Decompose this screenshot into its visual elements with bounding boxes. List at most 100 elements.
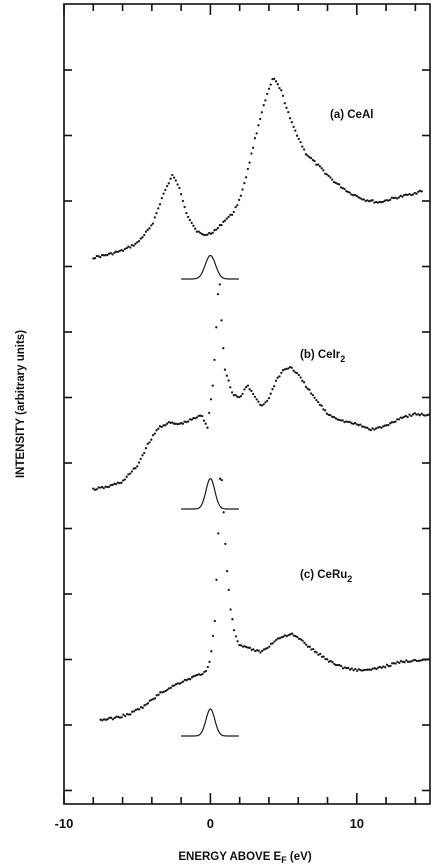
data-point <box>389 198 392 201</box>
data-point <box>108 716 111 719</box>
data-point <box>114 482 118 486</box>
data-point <box>243 388 246 391</box>
data-point <box>385 424 388 427</box>
data-point <box>378 665 382 669</box>
data-point <box>264 647 267 650</box>
data-point <box>127 473 130 476</box>
data-point <box>418 189 422 192</box>
spectrum-label-main: (c) CeRu <box>300 569 347 581</box>
data-point <box>359 197 362 200</box>
data-point <box>276 637 280 640</box>
data-point <box>274 80 278 83</box>
data-point <box>106 253 109 257</box>
data-point <box>315 163 318 166</box>
data-point <box>203 670 206 674</box>
data-point <box>389 664 392 668</box>
data-point <box>387 665 390 668</box>
data-point <box>391 662 394 665</box>
data-point <box>306 645 310 648</box>
plot-frame <box>63 3 431 805</box>
data-point <box>378 200 381 204</box>
data-point <box>320 404 323 407</box>
data-point <box>406 193 409 197</box>
data-point <box>144 447 148 450</box>
data-point <box>188 218 192 222</box>
data-point <box>109 716 113 719</box>
data-point <box>264 401 267 404</box>
data-point <box>266 399 269 402</box>
data-point <box>143 451 146 455</box>
data-point <box>318 165 322 168</box>
spectrum-series-1 <box>92 77 423 280</box>
data-point <box>232 628 236 632</box>
data-point <box>102 718 106 721</box>
data-point <box>304 385 308 388</box>
data-point <box>216 226 220 230</box>
data-point <box>215 228 218 231</box>
data-point <box>406 660 410 663</box>
data-point <box>366 426 369 429</box>
data-point <box>413 658 417 662</box>
data-point <box>268 645 271 648</box>
data-point <box>255 398 258 401</box>
data-point <box>136 465 139 468</box>
data-point <box>209 398 213 401</box>
data-point <box>229 608 232 611</box>
data-point <box>148 699 151 702</box>
data-point <box>167 420 170 424</box>
data-point <box>231 618 234 621</box>
data-point <box>364 426 367 429</box>
data-point <box>292 369 295 372</box>
data-point <box>195 416 199 419</box>
data-point <box>390 421 394 424</box>
data-point <box>390 196 394 199</box>
data-point <box>383 424 387 427</box>
data-point <box>415 413 418 416</box>
data-point <box>261 649 264 653</box>
data-point <box>158 425 162 428</box>
data-point <box>223 219 227 222</box>
data-point <box>350 422 353 425</box>
data-point <box>180 681 183 684</box>
data-point <box>404 414 408 418</box>
data-point <box>278 86 281 90</box>
data-point <box>331 178 334 181</box>
data-point <box>201 232 204 236</box>
data-point <box>273 385 276 388</box>
data-point <box>259 117 262 121</box>
data-point <box>336 663 339 667</box>
data-point <box>308 156 311 159</box>
data-point <box>95 488 98 491</box>
data-point <box>236 395 239 398</box>
data-point <box>312 647 315 651</box>
data-point <box>155 694 158 697</box>
data-point <box>343 420 346 424</box>
data-point <box>319 652 322 656</box>
data-point <box>136 241 139 244</box>
data-point <box>118 481 121 485</box>
data-point <box>93 488 97 491</box>
data-point <box>302 381 306 384</box>
data-point <box>204 422 207 425</box>
data-point <box>308 388 311 391</box>
data-point <box>369 428 373 432</box>
data-point <box>190 221 193 225</box>
data-point <box>92 487 95 490</box>
data-point <box>341 186 344 190</box>
data-point <box>257 400 260 403</box>
data-point <box>222 220 225 223</box>
x-axis-label-subscript: F <box>281 855 287 865</box>
data-point <box>99 255 102 259</box>
data-point <box>415 659 418 663</box>
data-point <box>208 660 211 664</box>
data-point <box>412 659 415 662</box>
data-point <box>331 415 334 419</box>
data-point <box>290 632 294 635</box>
data-point <box>143 233 146 237</box>
x-tick-label: 0 <box>207 816 214 831</box>
data-point <box>350 193 353 196</box>
data-point <box>120 716 123 719</box>
data-point <box>104 254 107 257</box>
data-point <box>254 649 257 653</box>
data-point <box>197 414 200 418</box>
